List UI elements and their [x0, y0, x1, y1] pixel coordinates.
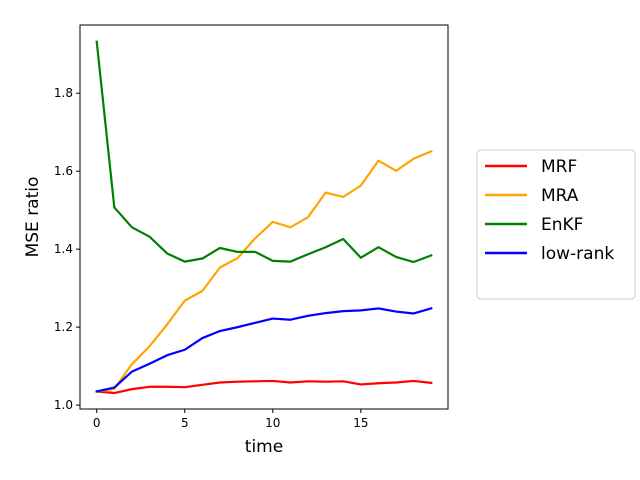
y-axis: 1.0 1.2 1.4 1.6 1.8: [54, 86, 80, 412]
y-tick-label: 1.4: [54, 242, 73, 256]
series-line-mrf: [95, 379, 433, 395]
x-axis: 0 5 10 15: [93, 409, 368, 430]
plot-frame: [79, 24, 449, 410]
x-tick-label: 5: [181, 416, 189, 430]
y-tick-label: 1.0: [54, 398, 73, 412]
series-line-low-rank: [95, 307, 433, 393]
legend-label: MRF: [541, 157, 577, 177]
series-line-enkf: [95, 40, 433, 264]
x-tick-label: 10: [265, 416, 280, 430]
y-tick-label: 1.2: [54, 320, 73, 334]
legend-label: low-rank: [541, 244, 614, 264]
y-tick-label: 1.6: [54, 164, 73, 178]
series-line-mra: [95, 149, 433, 393]
legend-label: EnKF: [541, 215, 583, 235]
series-lines: [95, 40, 433, 395]
x-tick-label: 15: [353, 416, 368, 430]
y-axis-label: MSE ratio: [23, 177, 43, 258]
y-tick-label: 1.8: [54, 86, 73, 100]
x-tick-label: 0: [93, 416, 101, 430]
legend-label: MRA: [541, 186, 579, 206]
x-axis-label: time: [245, 437, 283, 457]
legend-box: [476, 149, 636, 300]
legend: MRF MRA EnKF low-rank: [476, 149, 636, 300]
